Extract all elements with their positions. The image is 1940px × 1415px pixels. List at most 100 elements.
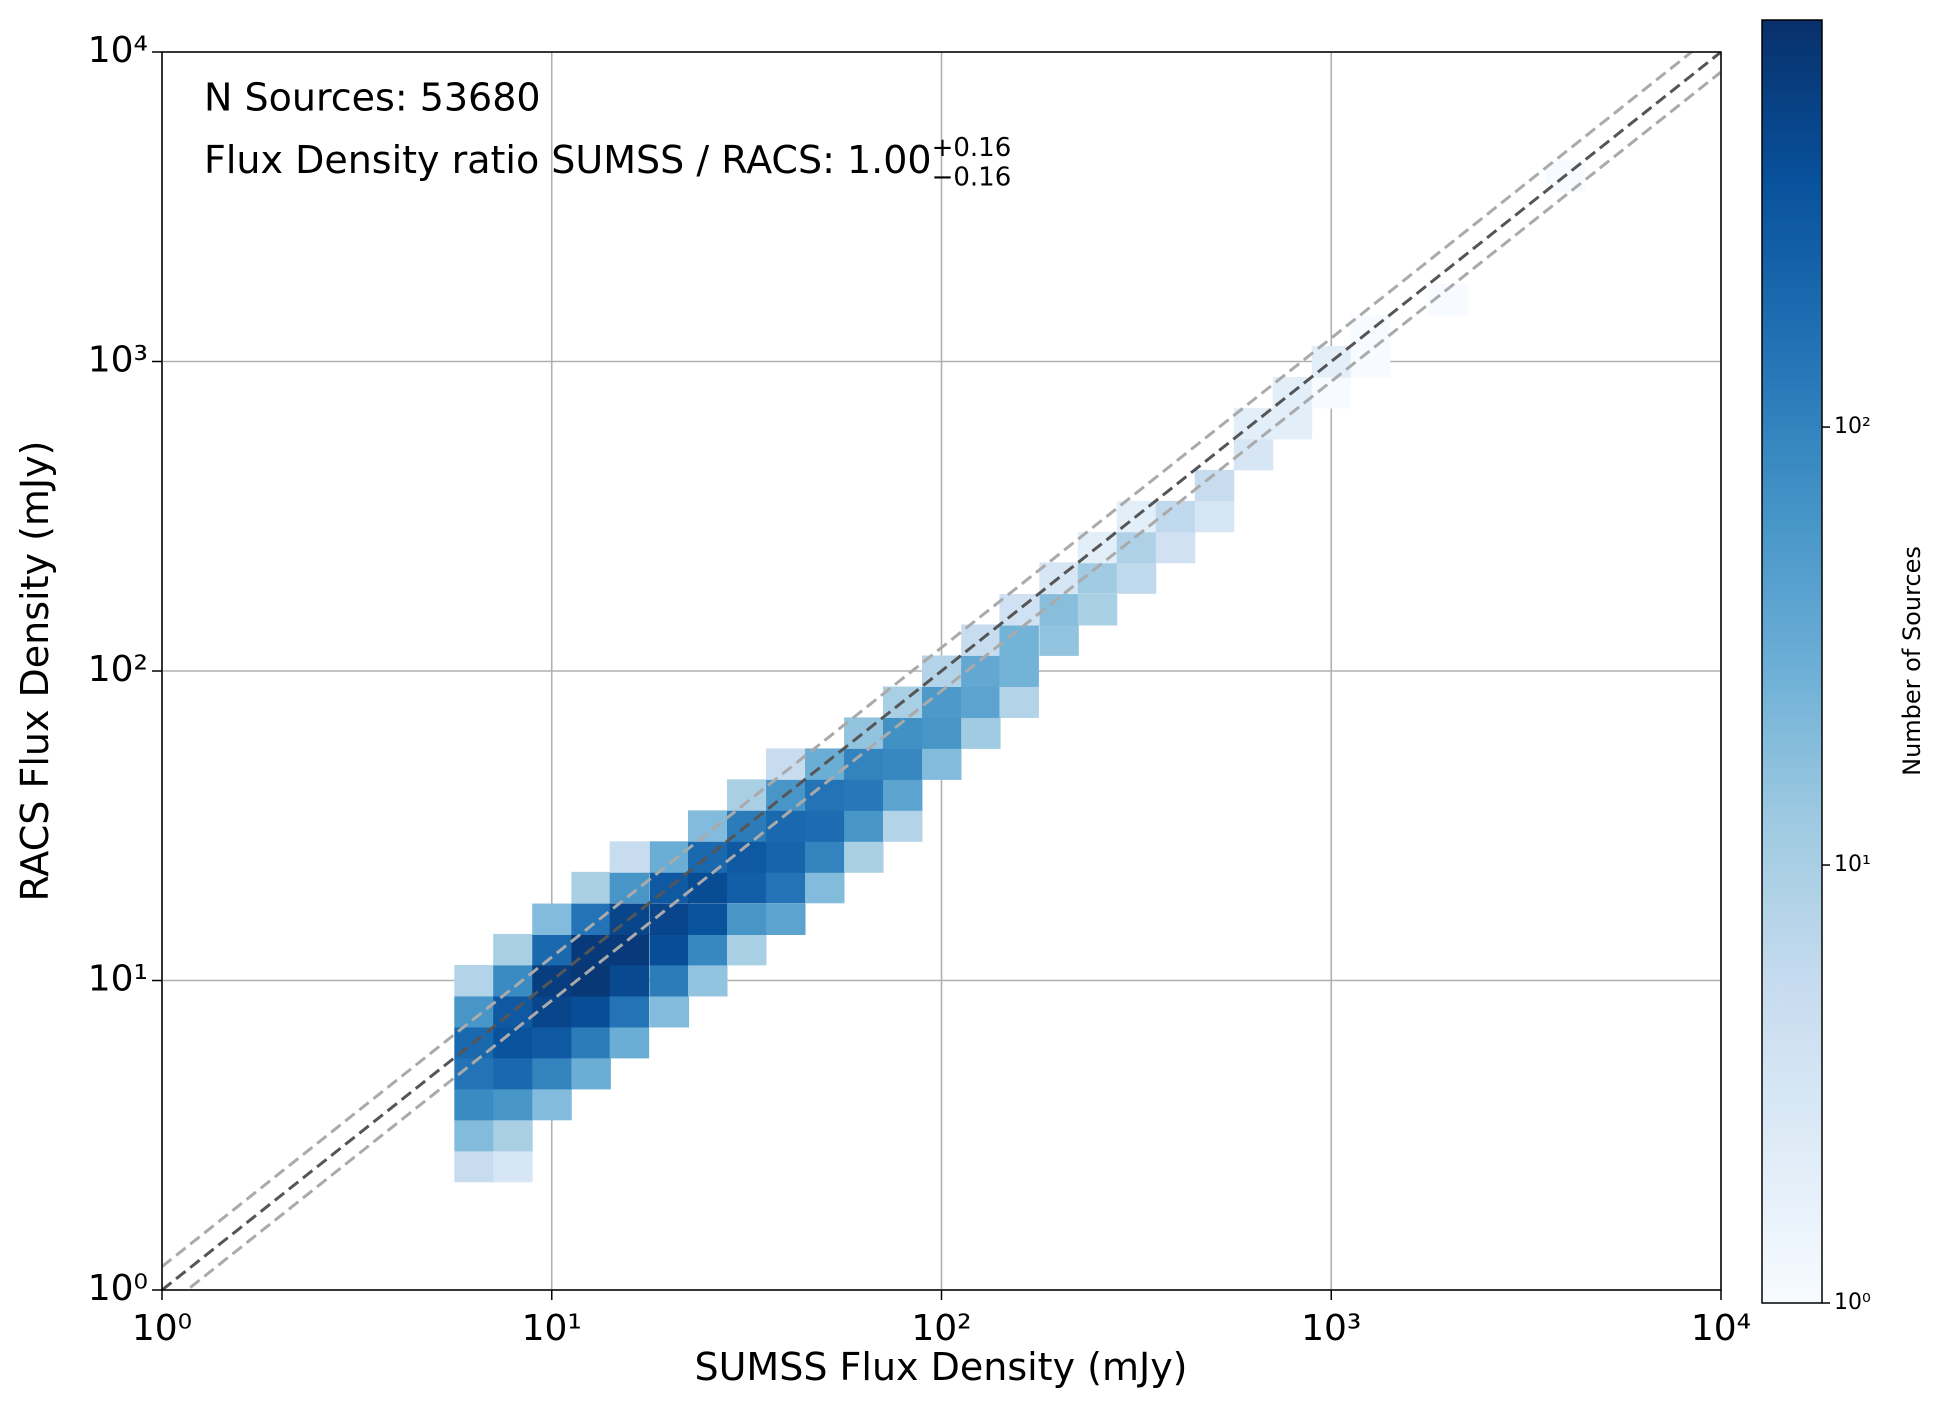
hist-cell	[493, 1088, 533, 1121]
hist-cell	[1194, 500, 1235, 533]
reference-lines	[162, 52, 1721, 1290]
hist-cell	[999, 594, 1039, 626]
hist-cell	[727, 871, 767, 904]
hist-cell	[649, 871, 690, 904]
hist-cell	[454, 1088, 494, 1121]
hist-cell	[571, 1057, 611, 1090]
hist-cell	[805, 871, 845, 904]
hist-cell	[882, 779, 923, 811]
hist-cell	[999, 624, 1039, 656]
hist-cell	[649, 903, 690, 935]
hist-cell	[649, 996, 690, 1028]
hist-cell	[532, 1057, 572, 1090]
hist-cell	[688, 871, 728, 904]
reference-line	[184, 70, 1721, 1290]
hist-cell	[493, 1119, 533, 1152]
ratio-annotation: Flux Density ratio SUMSS / RACS: 1.00+0.…	[204, 133, 1011, 182]
hist-cell	[1039, 624, 1079, 656]
hist-cell	[844, 717, 884, 749]
hist-cell	[1116, 562, 1157, 594]
hist-cell	[882, 748, 923, 780]
x-tick-label: 10²	[911, 1308, 971, 1349]
hist-cell	[727, 903, 767, 935]
x-tick-label: 10¹	[522, 1308, 582, 1349]
hist-cell	[1350, 346, 1391, 378]
x-tick-label: 10⁰	[132, 1308, 192, 1349]
hist-cell	[688, 965, 728, 997]
hist-cell	[532, 1088, 572, 1121]
x-axis-label: SUMSS Flux Density (mJy)	[694, 1345, 1187, 1389]
hist-cell	[727, 933, 767, 966]
hist-cell	[1155, 500, 1196, 533]
hist-cell	[571, 871, 611, 904]
colorbar-label: Number of Sources	[1898, 546, 1926, 776]
hist-cell	[688, 841, 728, 873]
hist-cell	[649, 965, 690, 997]
hist-cell	[999, 655, 1039, 687]
y-tick-label: 10²	[88, 649, 148, 690]
hist-cell	[454, 1119, 494, 1152]
annotation: N Sources: 53680	[204, 76, 541, 120]
y-tick-label: 10⁰	[88, 1268, 148, 1309]
hist-cell	[532, 1026, 572, 1059]
hist-cell	[649, 841, 690, 873]
hist-cell	[999, 686, 1039, 718]
hist-cell	[766, 871, 806, 904]
x-tick-label: 10³	[1301, 1308, 1361, 1349]
hist-cell	[571, 903, 611, 935]
hist-cell	[493, 996, 533, 1028]
hist-cell	[1350, 315, 1391, 347]
hist-cell	[1077, 594, 1118, 626]
hist-cell	[609, 965, 650, 997]
hist-cell	[571, 1026, 611, 1059]
hist-cell	[961, 717, 1001, 749]
hist-cell	[571, 996, 611, 1028]
hist-cell	[609, 871, 650, 904]
hist-cell	[805, 841, 845, 873]
hist-cell	[493, 965, 533, 997]
hist-cell	[532, 933, 572, 966]
axes: 10⁰ 10¹ 10² 10³ 10⁴ 10⁰ 10¹ 10² 10³ 10⁴ 10⁰ 10¹ 10²	[88, 30, 1871, 1349]
hist-cell	[609, 996, 650, 1028]
ratio-plus: +0.16	[932, 133, 1012, 163]
reference-line	[162, 52, 1694, 1268]
hist-cell	[766, 841, 806, 873]
hist-cell	[844, 779, 884, 811]
hist-cell	[454, 996, 494, 1028]
hist-cell	[609, 1026, 650, 1059]
hist-cell	[844, 748, 884, 780]
hist-cell	[688, 810, 728, 842]
hist-cell	[805, 810, 845, 842]
hist-cell	[493, 1057, 533, 1090]
hist-cell	[844, 841, 884, 873]
hist-cell	[532, 903, 572, 935]
hist-cell	[688, 903, 728, 935]
hist-cell	[454, 965, 494, 997]
hist-cell	[493, 1150, 533, 1183]
hist-cell	[649, 933, 690, 966]
colorbar-tick-label: 10¹	[1834, 852, 1871, 877]
x-tick-label: 10⁴	[1691, 1308, 1751, 1349]
hist-cell	[688, 933, 728, 966]
hist-cell	[766, 748, 806, 780]
colorbar-tick-label: 10²	[1834, 414, 1871, 439]
hist-cell	[1311, 377, 1352, 409]
hist-cell	[493, 1026, 533, 1059]
hist-cell	[922, 748, 962, 780]
hist-cell	[609, 841, 650, 873]
reference-line	[162, 52, 1721, 1290]
hist-cell	[1311, 346, 1352, 378]
hist-cell	[1155, 531, 1196, 564]
hist-cell	[766, 903, 806, 935]
hist-cell	[844, 810, 884, 842]
hist-cell	[493, 933, 533, 966]
ratio-text: Flux Density ratio SUMSS / RACS: 1.00	[204, 138, 932, 182]
hist-cell	[727, 779, 767, 811]
colorbar-tick-label: 10⁰	[1834, 1290, 1871, 1315]
hist-cell	[454, 1150, 494, 1183]
ratio-minus: −0.16	[932, 163, 1012, 193]
hist-cell	[961, 686, 1001, 718]
y-tick-label: 10⁴	[88, 30, 148, 71]
y-tick-label: 10¹	[88, 959, 148, 1000]
